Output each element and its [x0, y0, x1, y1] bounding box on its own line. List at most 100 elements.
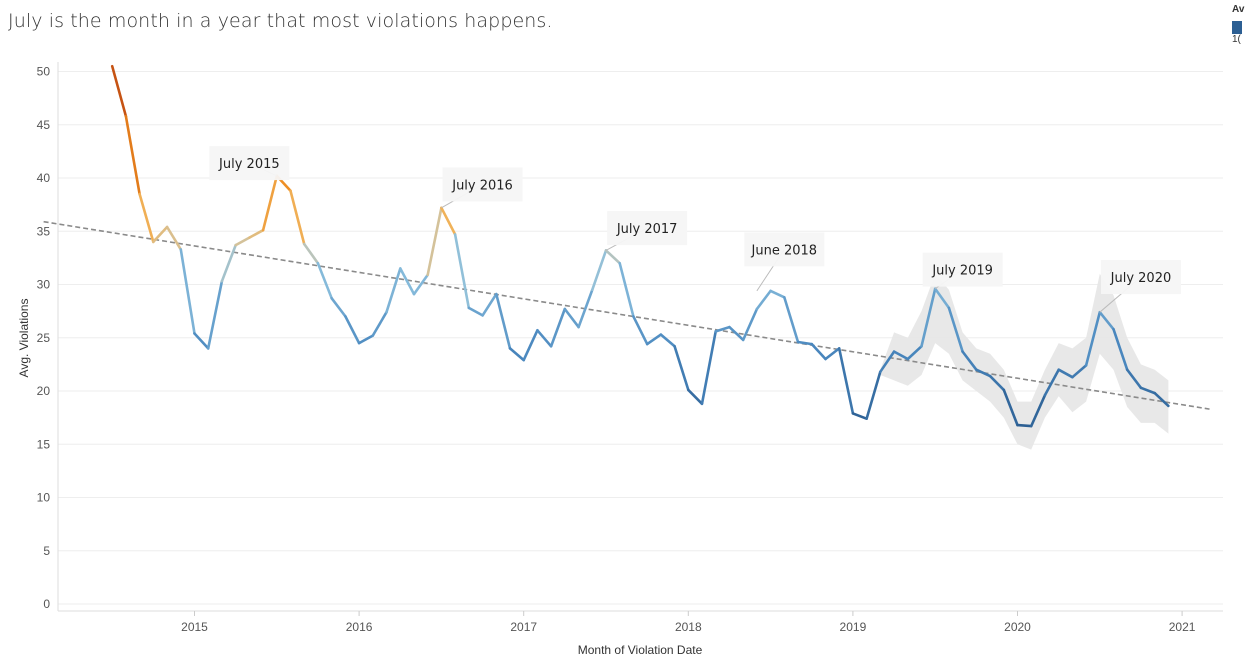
annotation-label: July 2017: [616, 222, 678, 237]
annotation-box: [744, 232, 825, 267]
x-tick-label: 2020: [1004, 620, 1031, 634]
series-segment: [714, 325, 731, 333]
y-tick-label: 20: [37, 384, 51, 398]
series-segment: [193, 332, 210, 350]
y-tick-label: 0: [43, 597, 50, 611]
series-segment: [481, 292, 498, 317]
series-segment: [138, 192, 155, 244]
series-segment: [1139, 386, 1156, 395]
y-tick-label: 50: [37, 65, 51, 79]
series-segment: [1153, 391, 1170, 408]
series-segment: [330, 296, 347, 318]
series-segment: [385, 267, 402, 314]
y-tick-label: 15: [37, 437, 51, 451]
series-segment: [974, 368, 992, 378]
series-segment: [494, 292, 512, 350]
series-segment: [1112, 327, 1129, 372]
series-segment: [261, 174, 279, 232]
annotation-label: July 2019: [931, 264, 993, 279]
series-segment: [810, 342, 827, 361]
annotation-label: July 2015: [218, 157, 280, 172]
series-segment: [590, 249, 608, 292]
series-segment: [1016, 423, 1033, 428]
series-segment: [851, 412, 868, 421]
series-segment: [947, 306, 964, 353]
trend-line-path: [43, 220, 1210, 410]
y-axis-title: Avg. Violations: [17, 299, 31, 378]
series-segment: [1043, 368, 1060, 397]
series-segment: [892, 350, 910, 361]
y-tick-label: 30: [37, 278, 51, 292]
series-line: [110, 64, 1170, 428]
series-segment: [1002, 388, 1019, 427]
series-segment: [398, 267, 416, 296]
series-segment: [673, 344, 690, 392]
series-segment: [152, 225, 169, 244]
series-segment: [632, 315, 649, 346]
series-segment: [1084, 310, 1102, 367]
color-legend: Av 1(: [1232, 4, 1245, 45]
y-tick-label: 45: [37, 118, 51, 132]
series-segment: [961, 350, 978, 372]
series-segment: [302, 242, 320, 265]
series-segment: [289, 189, 306, 246]
x-axis-title: Month of Violation Date: [578, 643, 703, 657]
series-segment: [124, 114, 141, 196]
axes: 0 5 10 15 20 25 30 35 40 45 50 2015 2016 2017 2018 2019…: [37, 62, 1223, 634]
annotation-box: [209, 146, 290, 181]
series-segment: [371, 310, 388, 337]
series-segment: [1057, 368, 1074, 379]
series-segment: [316, 261, 334, 300]
series-segment: [933, 287, 951, 310]
series-segment: [645, 333, 663, 346]
x-tick-label: 2015: [181, 620, 208, 634]
y-tick-label: 10: [37, 491, 51, 505]
legend-swatch: [1232, 21, 1242, 34]
trend-line: [43, 220, 1210, 410]
y-tick-label: 40: [37, 171, 51, 185]
series-segment: [508, 347, 526, 362]
series-segment: [179, 248, 196, 335]
series-segment: [741, 307, 759, 342]
legend-title: Av: [1232, 4, 1245, 15]
x-tick-label: 2019: [840, 620, 867, 634]
series-segment: [988, 374, 1006, 392]
annotation-box: [922, 252, 1003, 287]
annotation-label: July 2016: [451, 178, 513, 193]
series-segment: [769, 289, 786, 299]
legend-value: 1(: [1232, 34, 1241, 45]
annotation-box: [442, 167, 523, 202]
series-segment: [686, 388, 704, 406]
series-segment: [467, 306, 484, 317]
series-segment: [824, 347, 841, 361]
series-segment: [700, 330, 718, 406]
series-segment: [536, 328, 553, 348]
series-segment: [248, 228, 265, 239]
series-segment: [728, 325, 745, 342]
series-segment: [453, 233, 471, 310]
series-segment: [618, 261, 635, 318]
x-tick-label: 2021: [1169, 620, 1196, 634]
series-segment: [426, 206, 443, 277]
series-segment: [782, 295, 800, 344]
series-segment: [234, 236, 251, 247]
series-segment: [865, 370, 882, 421]
series-segment: [440, 206, 457, 236]
series-segment: [1029, 393, 1047, 428]
series-segment: [1098, 310, 1115, 331]
y-tick-label: 5: [43, 544, 50, 558]
series-segment: [220, 243, 237, 283]
series-segment: [206, 279, 224, 350]
series-segment: [755, 289, 772, 311]
annotation-label: June 2018: [751, 243, 818, 258]
annotation-box: [1100, 260, 1181, 295]
x-tick-label: 2016: [346, 620, 373, 634]
y-tick-label: 35: [37, 224, 51, 238]
series-segment: [796, 340, 814, 346]
series-segment: [837, 347, 855, 415]
series-segment: [577, 288, 594, 329]
series-segment: [357, 334, 375, 345]
series-segment: [522, 328, 539, 362]
series-segment: [878, 350, 896, 374]
